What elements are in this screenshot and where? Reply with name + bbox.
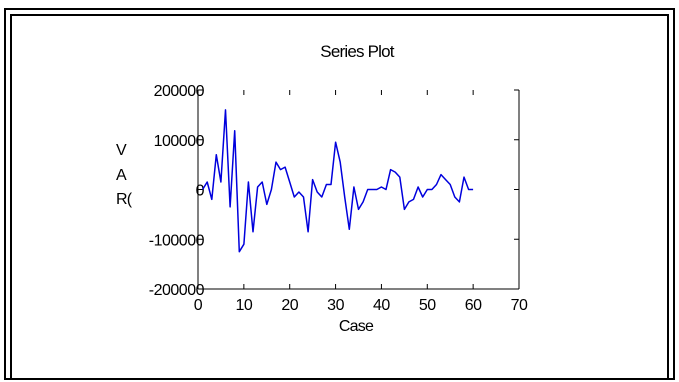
axis-ticks: 0 10 20 30 40 50 60 70 200000 100000 0 -100000 -2000… <box>149 83 529 314</box>
y-tick-label: -100000 <box>149 232 205 249</box>
x-tick-label: 10 <box>235 297 252 314</box>
x-tick-label: 0 <box>194 297 203 314</box>
x-tick-label: 20 <box>281 297 298 314</box>
chart-title: Series Plot <box>320 42 394 61</box>
x-axis-label: Case <box>339 318 374 335</box>
y-axis-label-part: A <box>116 167 127 184</box>
y-tick-label: 100000 <box>154 133 205 150</box>
y-axis-label: VA R( <box>116 142 134 208</box>
y-tick-label: 200000 <box>154 83 205 100</box>
inner-frame <box>10 14 669 380</box>
x-tick-label: 70 <box>511 297 528 314</box>
y-tick-label: -200000 <box>149 282 205 299</box>
y-axis-label-part: V <box>116 142 127 159</box>
outer-frame <box>4 8 675 380</box>
x-tick-label: 60 <box>465 297 482 314</box>
x-tick-label: 40 <box>373 297 390 314</box>
series-line <box>201 109 474 253</box>
series-layer <box>201 109 474 253</box>
y-tick-label: 0 <box>196 183 205 200</box>
x-tick-label: 30 <box>327 297 344 314</box>
x-tick-label: 50 <box>419 297 436 314</box>
y-axis-label-part: R( <box>116 191 133 208</box>
